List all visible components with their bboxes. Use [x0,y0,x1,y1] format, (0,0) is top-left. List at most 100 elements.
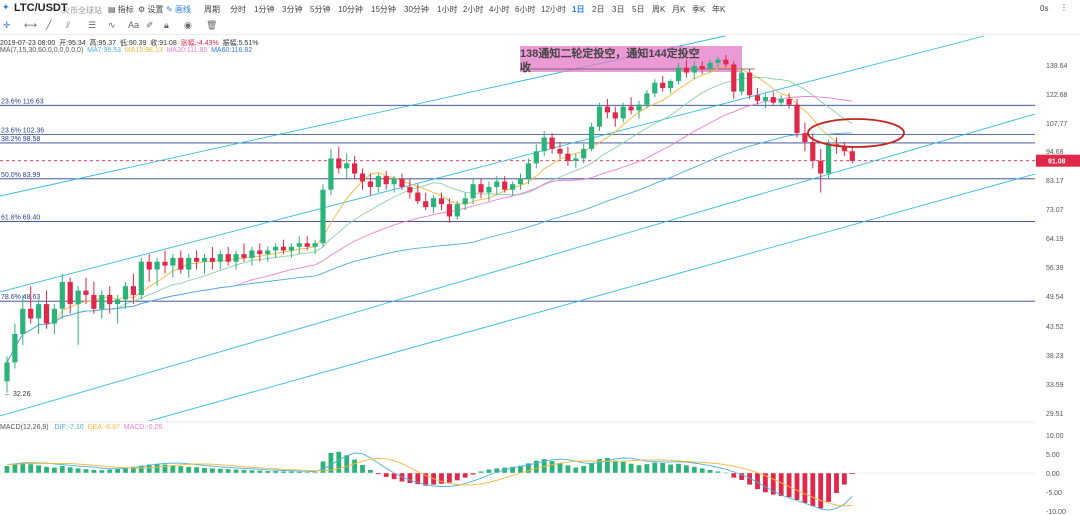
coin-logo-icon: ✦ [2,2,10,12]
candle-body [99,294,105,309]
candle-body [754,95,761,101]
period-tab[interactable]: 1分钟 [254,5,275,14]
candle-body [541,137,547,152]
candle-body [415,192,421,202]
candle-body [446,204,452,217]
macd-bar [146,464,152,473]
period-tab[interactable]: 年K [712,5,726,14]
more-icon[interactable]: ⋮ [1060,3,1068,12]
price-tick: 29.51 [1046,411,1064,418]
period-tab[interactable]: 3分钟 [282,5,303,14]
price-tick: 64.19 [1046,236,1064,243]
trash-icon[interactable]: 🗑︎ [206,20,218,30]
period-tab[interactable]: 12小时 [541,5,566,14]
candle-body [367,181,373,187]
candle-body [399,178,405,187]
channel-icon[interactable]: ⫽ [66,20,71,30]
macd-bar [652,462,658,473]
channel-line [0,113,1035,417]
period-tab[interactable]: 4小时 [489,5,510,14]
period-tab[interactable]: 1小时 [437,5,458,14]
channel-line [0,35,985,293]
candle-body [502,181,508,190]
candle-body [802,133,808,143]
period-tab[interactable]: 10分钟 [338,5,363,14]
candle-body [675,67,682,82]
eye-icon[interactable]: ◉ [184,20,192,30]
period-tab[interactable]: 6小时 [515,5,536,14]
macd-axis: 10.00 5.00 0.00 -5.00 -10.00 [1046,433,1066,515]
ma-line-30 [6,96,853,363]
macd-bar [715,471,721,473]
candle-body [589,126,595,149]
text-icon[interactable]: Aa [128,20,140,30]
macd-bar [273,471,278,473]
period-tab[interactable]: 周K [652,5,666,14]
gear-icon: ⚙ [138,5,146,14]
macd-bar [494,468,500,473]
price-tick: 83.17 [1046,178,1064,185]
period-tab[interactable]: 2小时 [463,5,484,14]
macd-bar [786,473,792,498]
period-tab[interactable]: 1日 [572,5,585,14]
price-tick: 73.07 [1046,207,1064,214]
candle-body [12,333,18,363]
period-tab[interactable]: 2日 [592,5,605,14]
candle-body [138,261,144,295]
candle-body [438,198,445,205]
crosshair-icon[interactable]: ✛ [3,20,11,30]
period-tab[interactable]: 季K [692,5,706,14]
macd-bar [12,464,18,473]
macd-dea: DEA:-6.97 [87,424,120,431]
draw-button[interactable]: ✎ 画线 [166,4,191,15]
price-tick: 122.68 [1046,92,1068,99]
period-tab[interactable]: 5分钟 [310,5,331,14]
candle-body [525,163,531,179]
wave-icon[interactable]: ∿ [108,20,116,30]
annotation-highlight [520,46,742,72]
candle-body [810,142,816,161]
candle-body [186,257,192,270]
candle-body [683,67,689,73]
macd-bar [699,468,705,473]
candle-body [723,59,729,65]
candle-body [794,104,800,134]
candle-body [581,148,587,159]
macd-bar [660,462,666,473]
brush-icon[interactable]: ✐ [146,20,154,30]
period-tab[interactable]: 5日 [632,5,645,14]
macd-bar [162,464,168,473]
period-tab[interactable]: 15分钟 [371,5,396,14]
macd-bar [612,460,618,473]
horizontal-line-icon[interactable]: ⟷ [24,20,37,30]
fib-icon[interactable]: ☰ [88,20,97,30]
annotation-text: 138通知二轮定投空，通知144定投空 收 [520,47,700,75]
period-tab[interactable]: 30分钟 [404,5,429,14]
macd-bar [75,468,81,473]
period-tab[interactable]: 分时 [230,5,246,14]
indicator-button[interactable]: ▤ 指标 [108,4,134,15]
period-label: 周期 [204,5,220,14]
macd-bar [131,466,136,473]
low-price-marker: ← 32.26 [4,391,31,398]
candle-body [344,163,350,169]
symbol-title[interactable]: LTC/USDT [14,2,68,14]
period-tab[interactable]: 3日 [612,5,625,14]
ma-info: MA(7,15,30,60,0,0,0,0,0,0) MA7:96.53 MA1… [0,47,252,54]
period-tab[interactable]: 月K [672,5,686,14]
ma-line-7 [6,65,853,363]
macd-bar [138,465,144,473]
macd-bar [597,459,602,473]
lock-icon[interactable]: 🔒︎ [164,20,169,30]
top-header: ✦ LTC/USDT 火币全球站 ▤ 指标 ⚙ 设置 ✎ 画线 周期 分时 1分钟… [0,0,1080,18]
price-tick: 49.54 [1046,294,1064,301]
ray-icon[interactable]: ╱ [46,20,52,30]
macd-bar [4,466,10,473]
macd-bar [731,473,737,478]
macd-bar [502,467,508,473]
settings-button[interactable]: ⚙ 设置 [138,4,163,15]
info-low: 低:90.39 [119,40,147,47]
macd-bar [178,466,184,473]
